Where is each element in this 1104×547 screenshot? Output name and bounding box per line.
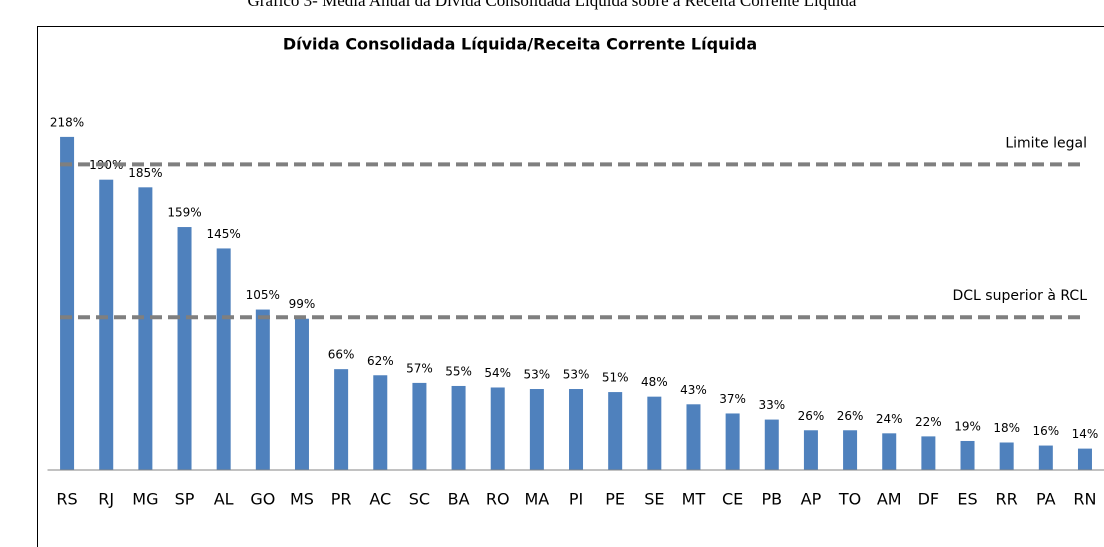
x-tick-label: RJ: [98, 490, 114, 509]
bar: [882, 433, 897, 470]
reference-label: DCL superior à RCL: [952, 288, 1087, 304]
x-tick-label: PI: [569, 490, 583, 509]
data-label: 159%: [167, 206, 201, 220]
x-tick-label: AM: [877, 490, 902, 509]
x-tick-label: DF: [918, 490, 940, 509]
data-label: 53%: [524, 368, 551, 382]
bar: [960, 440, 975, 470]
bar: [373, 375, 388, 470]
data-label: 62%: [367, 354, 394, 368]
bar: [569, 389, 584, 470]
bar: [725, 413, 740, 470]
data-label: 55%: [445, 364, 472, 378]
x-tick-label: RR: [996, 490, 1018, 509]
data-label: 26%: [798, 409, 825, 423]
bar: [764, 419, 779, 470]
data-label: 51%: [602, 371, 629, 385]
caption: Gráfico 3- Média Anual da Dívida Consoli…: [248, 0, 857, 10]
data-label: 26%: [837, 409, 864, 423]
x-tick-label: ES: [957, 490, 977, 509]
data-label: 33%: [758, 398, 785, 412]
x-tick-label: MS: [290, 490, 314, 509]
bar: [334, 369, 349, 470]
data-label: 57%: [406, 361, 433, 375]
x-tick-label: PB: [761, 490, 782, 509]
bar: [451, 385, 466, 470]
data-label: 19%: [954, 419, 981, 433]
bar: [803, 430, 818, 470]
x-tick-label: RN: [1073, 490, 1096, 509]
bar: [686, 404, 701, 470]
data-label: 14%: [1072, 427, 1099, 441]
x-tick-label: SP: [175, 490, 195, 509]
x-tick-label: TO: [838, 490, 861, 509]
bar: [412, 382, 427, 470]
bar: [647, 396, 662, 470]
x-tick-label: BA: [448, 490, 470, 509]
bar: [843, 430, 858, 470]
data-label: 145%: [207, 227, 241, 241]
data-label: 53%: [563, 368, 590, 382]
chart-title: Dívida Consolidada Líquida/Receita Corre…: [283, 35, 757, 54]
bar: [608, 392, 623, 470]
x-tick-label: RO: [486, 490, 510, 509]
bar: [1077, 448, 1092, 470]
data-label: 66%: [328, 348, 355, 362]
x-tick-label: GO: [250, 490, 275, 509]
bar: [216, 248, 231, 470]
data-label: 24%: [876, 412, 903, 426]
x-tick-label: RS: [56, 490, 77, 509]
data-label: 37%: [719, 392, 746, 406]
data-label: 48%: [641, 375, 668, 389]
data-label: 99%: [289, 297, 316, 311]
bar: [1038, 445, 1053, 470]
x-tick-label: AC: [369, 490, 391, 509]
data-label: 16%: [1032, 424, 1059, 438]
bar: [177, 227, 192, 470]
data-label: 43%: [680, 383, 707, 397]
bar: [999, 442, 1014, 470]
bar: [490, 387, 505, 470]
data-label: 105%: [246, 288, 280, 302]
bar: [99, 179, 114, 470]
data-label: 185%: [128, 166, 162, 180]
x-tick-label: SE: [644, 490, 664, 509]
x-tick-label: PA: [1036, 490, 1056, 509]
data-label: 22%: [915, 415, 942, 429]
x-tick-label: MA: [525, 490, 550, 509]
x-tick-label: AL: [214, 490, 234, 509]
x-tick-label: PR: [331, 490, 352, 509]
x-tick-label: CE: [722, 490, 743, 509]
reference-label: Limite legal: [1005, 135, 1087, 151]
bar: [294, 318, 309, 470]
bar: [138, 187, 153, 470]
data-label: 218%: [50, 115, 84, 129]
data-label: 54%: [484, 366, 511, 380]
bar: [60, 136, 75, 470]
x-tick-label: MT: [682, 490, 706, 509]
data-label: 18%: [993, 421, 1020, 435]
x-tick-label: SC: [409, 490, 430, 509]
bar: [529, 389, 544, 470]
x-tick-label: MG: [132, 490, 158, 509]
x-tick-label: PE: [605, 490, 625, 509]
bar: [255, 309, 270, 470]
chart-frame: [37, 26, 1104, 547]
bar: [921, 436, 936, 470]
x-tick-label: AP: [801, 490, 822, 509]
